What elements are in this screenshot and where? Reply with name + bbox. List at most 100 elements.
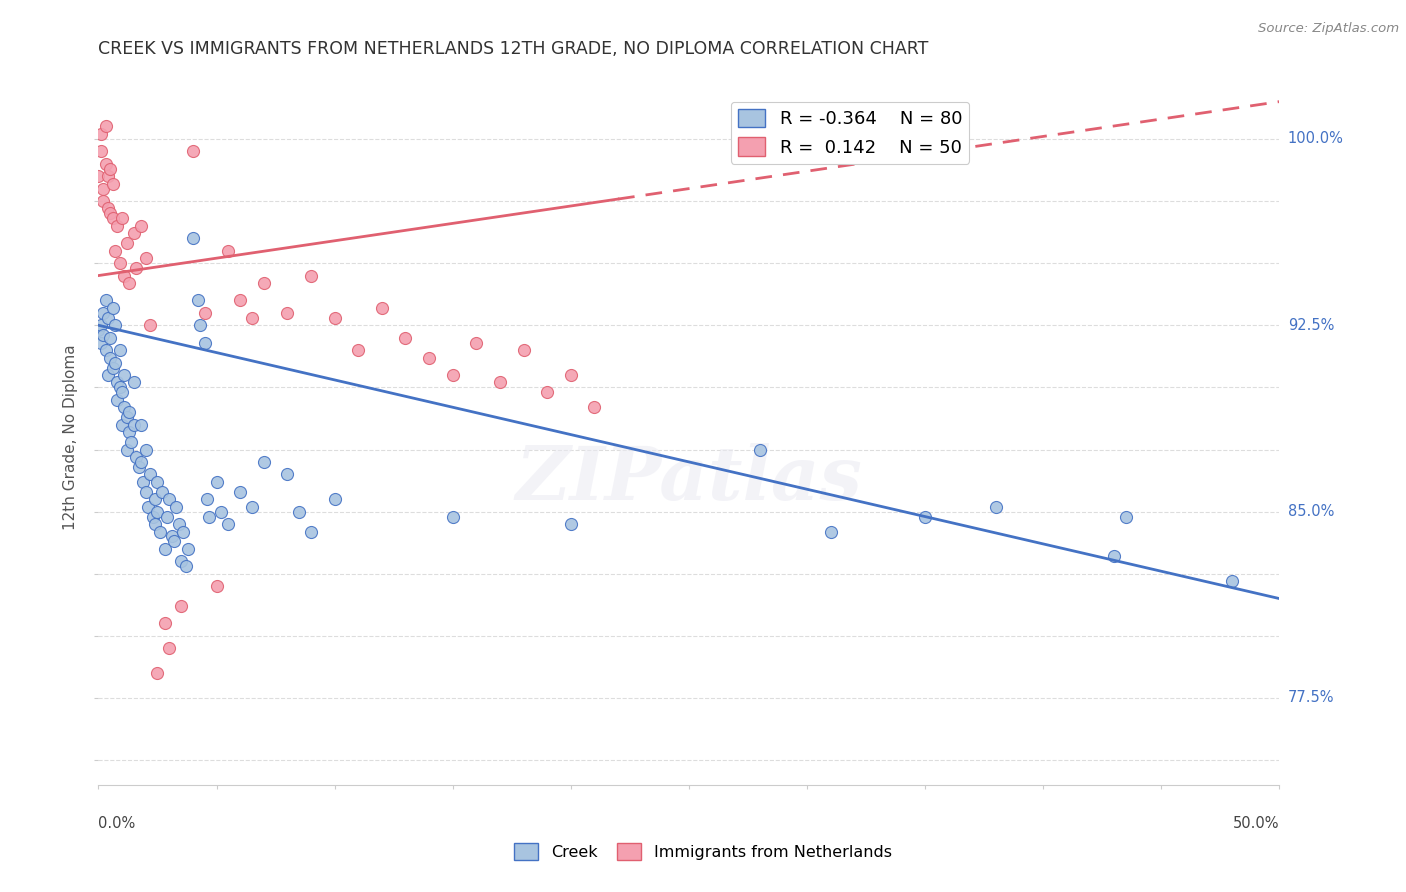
Point: [170, 599, 193, 613]
Point: [94, 120, 117, 134]
Text: Source: ZipAtlas.com: Source: ZipAtlas.com: [1258, 22, 1399, 36]
Point: [150, 484, 173, 499]
Text: ZIPatlas: ZIPatlas: [516, 442, 862, 515]
Point: [276, 306, 298, 320]
Point: [984, 500, 1007, 514]
Point: [194, 306, 217, 320]
Point: [132, 475, 155, 489]
Point: [146, 475, 169, 489]
Point: [115, 236, 138, 251]
Point: [205, 475, 228, 489]
Point: [98, 351, 121, 365]
Point: [122, 417, 145, 432]
Point: [174, 559, 197, 574]
Point: [97, 368, 120, 382]
Point: [111, 417, 134, 432]
Point: [160, 529, 183, 543]
Point: [105, 219, 128, 233]
Point: [118, 405, 141, 419]
Point: [560, 516, 582, 531]
Point: [276, 467, 298, 482]
Point: [101, 177, 124, 191]
Legend: R = -0.364    N = 80, R =  0.142    N = 50: R = -0.364 N = 80, R = 0.142 N = 50: [731, 102, 969, 164]
Point: [146, 666, 169, 681]
Point: [441, 368, 464, 382]
Point: [172, 524, 194, 539]
Point: [111, 385, 134, 400]
Point: [198, 509, 221, 524]
Point: [394, 331, 416, 345]
Point: [91, 328, 114, 343]
Point: [111, 211, 134, 226]
Point: [156, 509, 179, 524]
Text: 92.5%: 92.5%: [1288, 318, 1334, 333]
Legend: Creek, Immigrants from Netherlands: Creek, Immigrants from Netherlands: [508, 837, 898, 866]
Point: [418, 351, 440, 365]
Point: [125, 261, 148, 276]
Point: [87, 169, 110, 183]
Point: [122, 227, 145, 241]
Point: [128, 459, 150, 474]
Point: [167, 516, 190, 531]
Point: [153, 616, 176, 631]
Point: [299, 524, 322, 539]
Point: [229, 484, 252, 499]
Point: [188, 318, 211, 333]
Point: [143, 492, 166, 507]
Point: [136, 500, 159, 514]
Point: [153, 541, 176, 556]
Point: [108, 380, 131, 394]
Point: [229, 293, 252, 308]
Point: [97, 202, 120, 216]
Point: [90, 127, 112, 141]
Point: [209, 505, 232, 519]
Point: [536, 385, 558, 400]
Point: [163, 534, 186, 549]
Point: [98, 161, 121, 176]
Point: [371, 301, 394, 315]
Point: [323, 492, 346, 507]
Point: [299, 268, 322, 283]
Point: [240, 310, 263, 325]
Point: [125, 450, 148, 464]
Point: [288, 505, 311, 519]
Point: [97, 310, 120, 325]
Point: [104, 244, 127, 258]
Point: [121, 435, 143, 450]
Point: [101, 211, 124, 226]
Point: [135, 442, 157, 457]
Point: [217, 244, 239, 258]
Point: [122, 376, 145, 390]
Text: 50.0%: 50.0%: [1233, 815, 1279, 830]
Point: [97, 169, 120, 183]
Point: [91, 181, 114, 195]
Text: 0.0%: 0.0%: [98, 815, 135, 830]
Point: [583, 401, 606, 415]
Point: [139, 318, 162, 333]
Point: [94, 343, 117, 357]
Text: CREEK VS IMMIGRANTS FROM NETHERLANDS 12TH GRADE, NO DIPLOMA CORRELATION CHART: CREEK VS IMMIGRANTS FROM NETHERLANDS 12T…: [98, 40, 929, 58]
Point: [129, 219, 152, 233]
Point: [1115, 509, 1137, 524]
Point: [129, 417, 152, 432]
Point: [108, 343, 131, 357]
Point: [98, 206, 121, 220]
Point: [181, 145, 204, 159]
Point: [157, 492, 180, 507]
Point: [129, 455, 152, 469]
Point: [146, 505, 169, 519]
Point: [465, 335, 488, 350]
Point: [748, 442, 770, 457]
Point: [195, 492, 218, 507]
Text: 85.0%: 85.0%: [1288, 504, 1334, 519]
Point: [118, 425, 141, 439]
Point: [90, 145, 112, 159]
Point: [560, 368, 582, 382]
Point: [217, 516, 239, 531]
Point: [1220, 574, 1243, 589]
Point: [87, 323, 110, 337]
Point: [347, 343, 370, 357]
Point: [118, 276, 141, 290]
Point: [112, 368, 135, 382]
Point: [91, 306, 114, 320]
